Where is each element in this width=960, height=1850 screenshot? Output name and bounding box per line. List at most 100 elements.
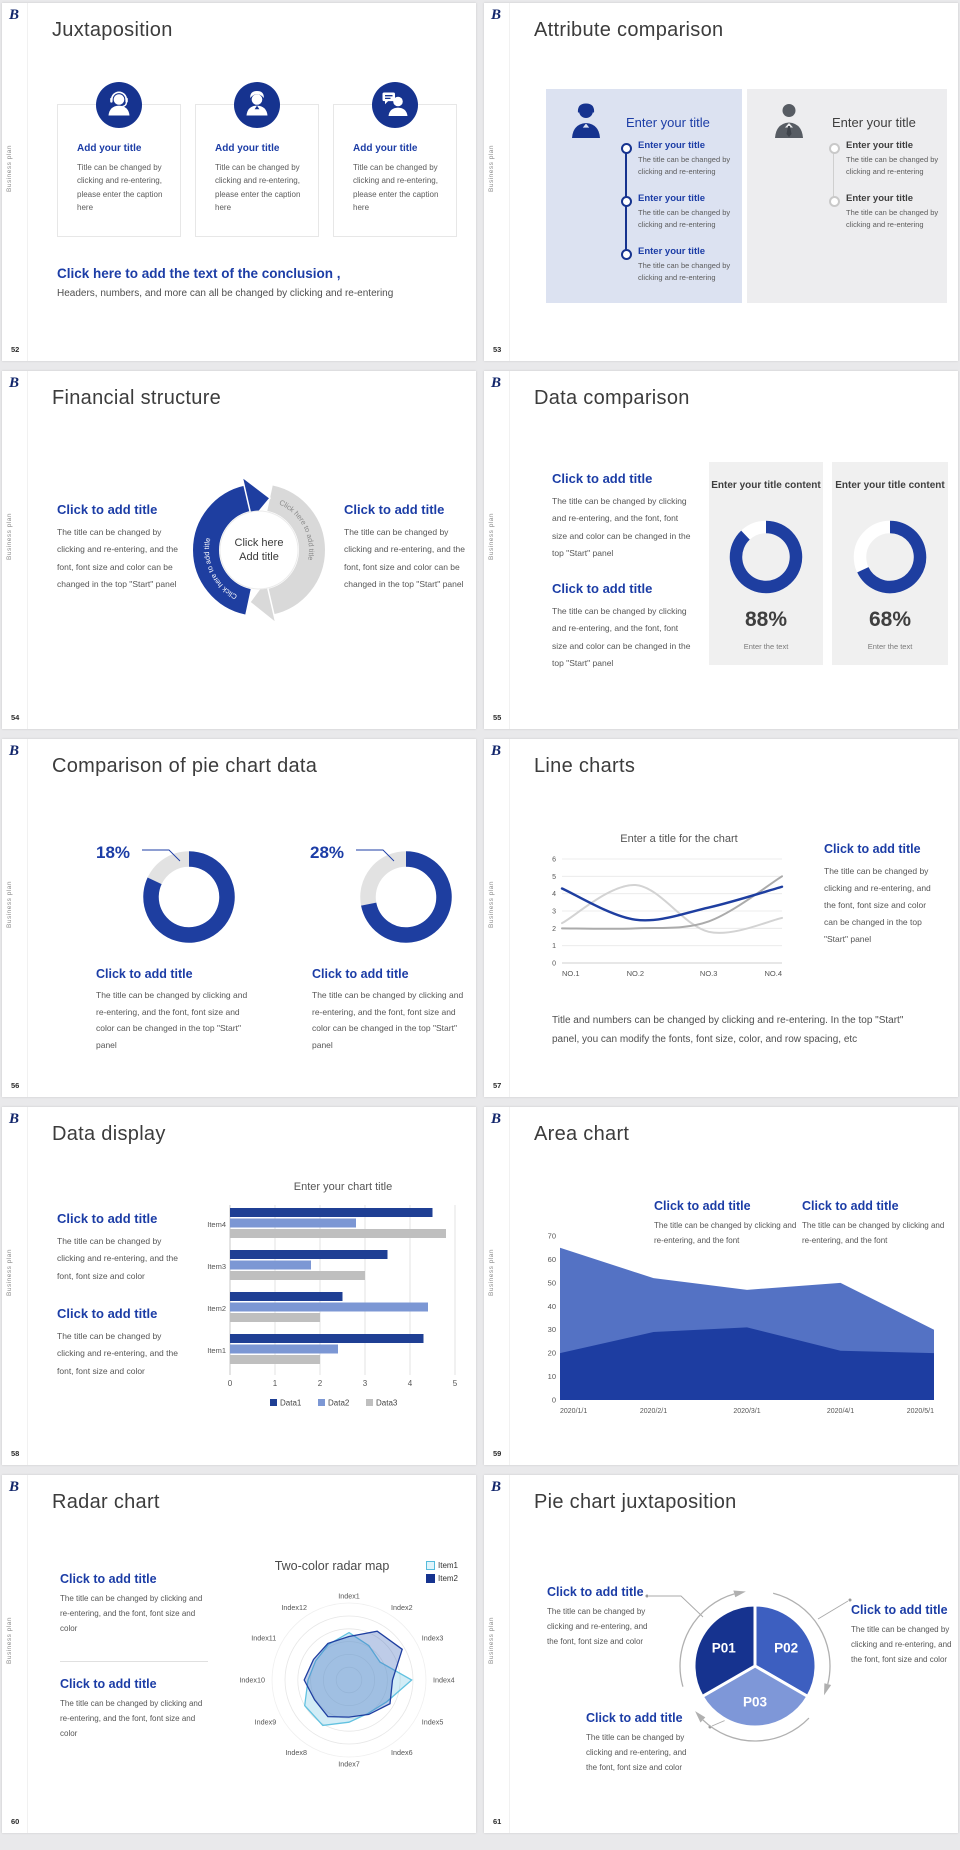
svg-text:60: 60 — [548, 1255, 556, 1264]
brand-logo: B — [9, 375, 20, 391]
svg-text:P03: P03 — [743, 1695, 768, 1710]
chart-legend: Item1 Item2 — [426, 1561, 458, 1587]
svg-text:Item1: Item1 — [207, 1346, 226, 1355]
donut-chart-18 — [143, 851, 235, 943]
brand-logo: B — [491, 375, 502, 391]
timeline-dot — [621, 249, 632, 260]
svg-text:NO.1: NO.1 — [562, 969, 580, 978]
text-block-right: Click to add title The title can be chan… — [344, 502, 472, 594]
slide-56[interactable]: B Business plan 56 Comparison of pie cha… — [2, 739, 476, 1097]
stat-title: Enter your title content — [711, 480, 821, 491]
female-user-icon — [234, 82, 280, 128]
block-heading: Click to add title — [57, 502, 158, 517]
block-heading: Click to add title — [60, 1572, 157, 1586]
text-block: Click to add title The title can be chan… — [60, 1677, 212, 1741]
slide-number: 57 — [493, 1081, 502, 1090]
donut-chart-28 — [360, 851, 452, 943]
item-heading: Enter your title — [638, 246, 706, 257]
svg-text:2: 2 — [552, 926, 556, 933]
block-heading: Click to add title — [802, 1199, 899, 1213]
block-body: The title can be changed by clicking and… — [60, 1699, 203, 1738]
stat-caption: Enter the text — [743, 642, 789, 651]
page-title: Pie chart juxtaposition — [534, 1491, 737, 1513]
text-block: Click to add title The title can be chan… — [802, 1199, 952, 1249]
card-heading: Add your title — [353, 143, 418, 154]
text-block-top-left: Click to add title The title can be chan… — [547, 1585, 655, 1649]
chart-title: Enter your chart title — [293, 1181, 393, 1193]
svg-text:Index11: Index11 — [251, 1634, 276, 1643]
block-heading: Click to add title — [312, 967, 409, 981]
svg-text:0: 0 — [552, 961, 556, 968]
slide-number: 58 — [11, 1449, 20, 1458]
page-title: Area chart — [534, 1123, 630, 1145]
svg-text:Index2: Index2 — [391, 1603, 413, 1612]
sidebar-vertical-label: Business plan — [6, 513, 13, 560]
slide-52[interactable]: B Business plan 52 Juxtaposition Add you… — [2, 3, 476, 361]
stat-card: Enter your title content 68% Enter the t… — [832, 462, 948, 665]
svg-text:Index9: Index9 — [255, 1718, 277, 1727]
svg-text:Index4: Index4 — [433, 1676, 455, 1685]
slide-58[interactable]: B Business plan 58 Data display Enter yo… — [2, 1107, 476, 1465]
item-heading: Enter your title — [638, 193, 706, 204]
sidebar-vertical-label: Business plan — [488, 145, 495, 192]
text-block: Click to add title The title can be chan… — [312, 967, 466, 1053]
left-divider — [509, 1475, 510, 1833]
sidebar-vertical-label: Business plan — [488, 1249, 495, 1296]
text-block-left: Click to add title The title can be chan… — [57, 502, 181, 594]
svg-text:2020/5/1: 2020/5/1 — [907, 1408, 934, 1415]
legend-label: Item1 — [438, 1561, 459, 1570]
svg-text:2020/3/1: 2020/3/1 — [733, 1408, 760, 1415]
page-title: Juxtaposition — [52, 19, 173, 41]
card-body: Title can be changed by clicking and re-… — [77, 163, 163, 213]
slide-59[interactable]: B Business plan 59 Area chart Click to a… — [484, 1107, 958, 1465]
page-title: Financial structure — [52, 387, 222, 409]
slide-footer-text: Title and numbers can be changed by clic… — [552, 1015, 904, 1045]
svg-text:30: 30 — [548, 1325, 556, 1334]
slide-53[interactable]: B Business plan 53 Attribute comparison … — [484, 3, 958, 361]
slide-55[interactable]: B Business plan 55 Data comparison Click… — [484, 371, 958, 729]
block-heading: Click to add title — [851, 1603, 948, 1617]
slide-54[interactable]: B Business plan 54 Financial structure C… — [2, 371, 476, 729]
slide-number: 56 — [11, 1081, 20, 1090]
item-heading: Enter your title — [846, 193, 914, 204]
slide-57[interactable]: B Business plan 57 Line charts Enter a t… — [484, 739, 958, 1097]
card-heading: Add your title — [215, 143, 280, 154]
panel-title: Enter your title — [626, 115, 710, 130]
block-body: The title can be changed by clicking and… — [552, 606, 691, 669]
left-divider — [509, 1107, 510, 1465]
timeline-dot — [621, 143, 632, 154]
donut-percent-label: 28% — [310, 843, 345, 862]
legend-swatch-item2 — [426, 1574, 435, 1583]
left-divider — [27, 1107, 28, 1465]
sidebar-vertical-label: Business plan — [6, 1617, 13, 1664]
donut-chart-68 — [853, 520, 927, 594]
conclusion-heading: Click here to add the text of the conclu… — [57, 266, 341, 281]
bar-chart: 0 1 2 3 4 5 Item4 Item3 Item2 Item1 Data1 Data2 Data… — [207, 1205, 458, 1408]
svg-text:P02: P02 — [774, 1641, 798, 1656]
slide-60[interactable]: B Business plan 60 Radar chart Click to … — [2, 1475, 476, 1833]
text-block: Click to add title The title can be chan… — [57, 1211, 191, 1285]
left-divider — [509, 739, 510, 1097]
line-chart: 0 1 2 3 4 5 6 NO.1 NO.2 NO.3 NO.4 — [552, 857, 784, 978]
slide-number: 54 — [11, 713, 20, 722]
callout-lines — [142, 849, 395, 862]
slide-61[interactable]: B Business plan 61 Pie chart juxtapositi… — [484, 1475, 958, 1833]
svg-text:Index1: Index1 — [338, 1592, 360, 1601]
card-heading: Add your title — [77, 143, 142, 154]
svg-text:Click here: Click here — [235, 537, 284, 549]
svg-text:2020/1/1: 2020/1/1 — [560, 1408, 587, 1415]
left-divider — [27, 739, 28, 1097]
left-divider — [509, 3, 510, 361]
text-block: Click to add title The title can be chan… — [60, 1572, 212, 1636]
text-block: Click to add title The title can be chan… — [654, 1199, 802, 1249]
conclusion-body: Headers, numbers, and more can all be ch… — [57, 288, 394, 299]
block-body: The title can be changed by clicking and… — [586, 1733, 687, 1772]
chart-title: Enter a title for the chart — [620, 833, 738, 845]
item-body: The title can be changed by clicking and… — [846, 155, 939, 176]
page-title: Comparison of pie chart data — [52, 755, 318, 777]
brand-logo: B — [9, 1479, 20, 1495]
svg-text:5: 5 — [453, 1379, 458, 1388]
block-body: The title can be changed by clicking and… — [344, 527, 465, 590]
